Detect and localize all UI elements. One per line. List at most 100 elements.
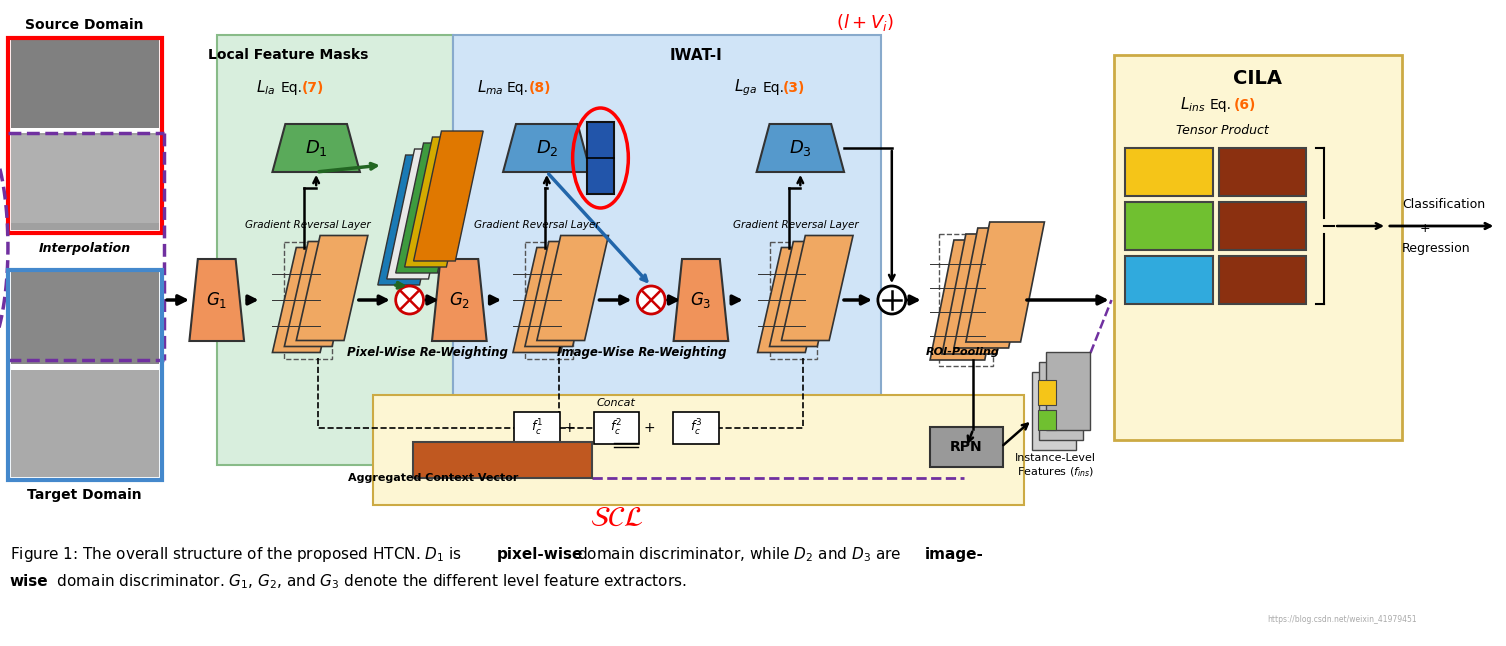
Text: Instance-Level: Instance-Level — [1015, 453, 1096, 463]
Text: Classification: Classification — [1402, 198, 1485, 211]
Text: $D_2$: $D_2$ — [536, 138, 559, 158]
Text: Concat: Concat — [596, 398, 636, 408]
Polygon shape — [285, 242, 355, 346]
Text: Gradient Reversal Layer: Gradient Reversal Layer — [474, 220, 599, 230]
Text: https://blog.csdn.net/weixin_41979451: https://blog.csdn.net/weixin_41979451 — [1268, 616, 1417, 625]
Text: (6): (6) — [1233, 98, 1256, 112]
Text: Target Domain: Target Domain — [27, 488, 142, 502]
Text: $L_{ga}$: $L_{ga}$ — [733, 78, 758, 98]
FancyBboxPatch shape — [1113, 55, 1402, 440]
Polygon shape — [514, 247, 584, 353]
Text: (3): (3) — [783, 81, 806, 95]
Text: (8): (8) — [529, 81, 551, 95]
FancyBboxPatch shape — [1218, 256, 1306, 304]
FancyBboxPatch shape — [1039, 362, 1083, 440]
Text: $f_c^2$: $f_c^2$ — [610, 418, 622, 438]
Text: $D_1$: $D_1$ — [304, 138, 327, 158]
Text: +: + — [563, 421, 575, 435]
FancyBboxPatch shape — [453, 35, 881, 465]
FancyBboxPatch shape — [217, 35, 453, 465]
Text: Features ($f_{ins}$): Features ($f_{ins}$) — [1017, 465, 1095, 479]
Text: wise: wise — [11, 574, 48, 590]
FancyBboxPatch shape — [1032, 372, 1075, 450]
FancyBboxPatch shape — [11, 133, 160, 230]
Text: $G_3$: $G_3$ — [690, 290, 712, 310]
FancyBboxPatch shape — [413, 442, 592, 478]
Text: Source Domain: Source Domain — [26, 18, 143, 32]
Circle shape — [878, 286, 905, 314]
Text: Eq.: Eq. — [1209, 98, 1232, 112]
Polygon shape — [190, 259, 244, 341]
Polygon shape — [770, 242, 840, 346]
FancyBboxPatch shape — [1125, 202, 1212, 250]
Text: $G_2$: $G_2$ — [449, 290, 470, 310]
FancyBboxPatch shape — [1218, 148, 1306, 196]
Polygon shape — [273, 247, 343, 353]
Text: Gradient Reversal Layer: Gradient Reversal Layer — [245, 220, 370, 230]
Text: $L_{ins}$: $L_{ins}$ — [1181, 96, 1206, 114]
Polygon shape — [432, 259, 486, 341]
Text: CILA: CILA — [1233, 68, 1282, 87]
FancyBboxPatch shape — [1125, 256, 1212, 304]
Text: domain discriminator. $G_1$, $G_2$, and $G_3$ denote the different level feature: domain discriminator. $G_1$, $G_2$, and … — [51, 572, 687, 591]
Polygon shape — [782, 236, 852, 340]
Polygon shape — [756, 124, 843, 172]
Text: $\mathcal{SCL}$: $\mathcal{SCL}$ — [590, 504, 643, 532]
FancyBboxPatch shape — [373, 395, 1024, 505]
Text: Eq.: Eq. — [508, 81, 529, 95]
Text: RPN: RPN — [950, 440, 983, 454]
Polygon shape — [931, 240, 1009, 360]
Polygon shape — [758, 247, 830, 353]
Text: $L_{la}$: $L_{la}$ — [256, 79, 276, 98]
Text: $f_c^3$: $f_c^3$ — [690, 418, 702, 438]
Text: Interpolation: Interpolation — [39, 242, 131, 255]
Text: image-: image- — [925, 548, 983, 563]
Text: Tensor Product: Tensor Product — [1176, 123, 1270, 136]
Text: Image-Wise Re-Weighting: Image-Wise Re-Weighting — [557, 346, 726, 359]
Text: $f_c^1$: $f_c^1$ — [530, 418, 544, 438]
Polygon shape — [526, 242, 596, 346]
Polygon shape — [503, 124, 590, 172]
Text: pixel-wise: pixel-wise — [497, 548, 583, 563]
Text: Aggregated Context Vector: Aggregated Context Vector — [348, 473, 518, 483]
Text: Eq.: Eq. — [280, 81, 303, 95]
Text: domain discriminator, while $D_2$ and $D_3$ are: domain discriminator, while $D_2$ and $D… — [577, 546, 902, 565]
Polygon shape — [943, 234, 1021, 354]
Text: (7): (7) — [303, 81, 324, 95]
FancyBboxPatch shape — [11, 40, 160, 128]
FancyBboxPatch shape — [514, 412, 560, 444]
FancyBboxPatch shape — [11, 370, 160, 477]
FancyBboxPatch shape — [673, 412, 718, 444]
Polygon shape — [396, 143, 465, 273]
Text: Gradient Reversal Layer: Gradient Reversal Layer — [732, 220, 858, 230]
Text: $D_3$: $D_3$ — [789, 138, 812, 158]
Text: Regression: Regression — [1402, 242, 1470, 255]
Text: Eq.: Eq. — [762, 81, 785, 95]
Text: IWAT-I: IWAT-I — [670, 48, 723, 63]
Polygon shape — [387, 149, 456, 279]
FancyBboxPatch shape — [1045, 352, 1090, 430]
Text: +: + — [1420, 222, 1431, 234]
Text: Figure 1: The overall structure of the proposed HTCN. $D_1$ is: Figure 1: The overall structure of the p… — [11, 545, 462, 565]
Circle shape — [637, 286, 666, 314]
Polygon shape — [953, 228, 1033, 348]
Text: Pixel-Wise Re-Weighting: Pixel-Wise Re-Weighting — [346, 346, 508, 359]
Polygon shape — [965, 222, 1045, 342]
FancyBboxPatch shape — [929, 427, 1003, 467]
FancyBboxPatch shape — [593, 412, 639, 444]
FancyBboxPatch shape — [1038, 380, 1056, 405]
Circle shape — [396, 286, 423, 314]
Polygon shape — [414, 131, 483, 261]
FancyBboxPatch shape — [11, 272, 160, 364]
FancyBboxPatch shape — [11, 135, 160, 223]
Text: $L_{ma}$: $L_{ma}$ — [477, 79, 503, 98]
Text: $(l+V_i)$: $(l+V_i)$ — [836, 12, 895, 32]
Polygon shape — [297, 236, 367, 340]
Polygon shape — [673, 259, 729, 341]
Polygon shape — [405, 137, 474, 267]
Polygon shape — [536, 236, 608, 340]
Text: $G_1$: $G_1$ — [206, 290, 227, 310]
Text: Local Feature Masks: Local Feature Masks — [208, 48, 369, 62]
FancyBboxPatch shape — [586, 122, 614, 194]
Polygon shape — [378, 155, 447, 285]
